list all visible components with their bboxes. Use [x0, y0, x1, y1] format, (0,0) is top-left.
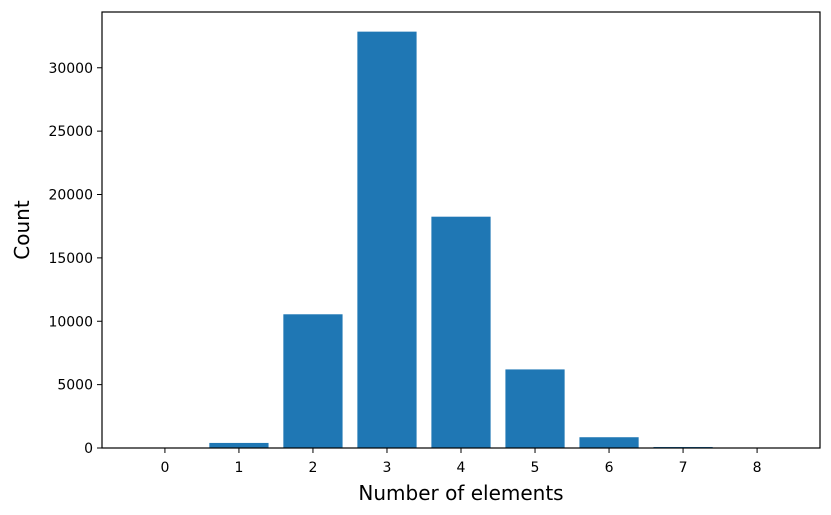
x-tick-label: 7 — [679, 460, 688, 476]
x-tick-label: 1 — [234, 460, 243, 476]
x-tick-label: 4 — [457, 460, 466, 476]
bar-5 — [505, 369, 565, 448]
x-tick-label: 5 — [531, 460, 540, 476]
x-tick-label: 6 — [605, 460, 614, 476]
y-tick-label: 5000 — [57, 378, 93, 394]
plot-frame — [101, 11, 821, 449]
y-tick-label: 20000 — [48, 188, 93, 204]
bars-group — [135, 31, 787, 448]
x-tick-label: 0 — [160, 460, 169, 476]
y-axis-label: Count — [10, 200, 34, 260]
x-tick-label: 2 — [308, 460, 317, 476]
bar-6 — [579, 437, 639, 448]
x-tick-label: 8 — [753, 460, 762, 476]
bar-1 — [209, 442, 269, 448]
x-tick-label: 3 — [383, 460, 392, 476]
y-axis-ticks: 0 5000 10000 15000 20000 25000 30000 — [48, 61, 102, 457]
bar-4 — [431, 216, 491, 448]
y-tick-label: 25000 — [48, 124, 93, 140]
y-tick-label: 0 — [84, 441, 93, 457]
x-axis-ticks: 0 1 2 3 4 5 6 7 8 — [160, 448, 762, 476]
y-tick-label: 15000 — [48, 251, 93, 267]
x-axis-label: Number of elements — [358, 481, 563, 505]
y-tick-label: 10000 — [48, 314, 93, 330]
bar-3 — [357, 31, 417, 448]
bar-2 — [283, 314, 343, 448]
y-tick-label: 30000 — [48, 61, 93, 77]
